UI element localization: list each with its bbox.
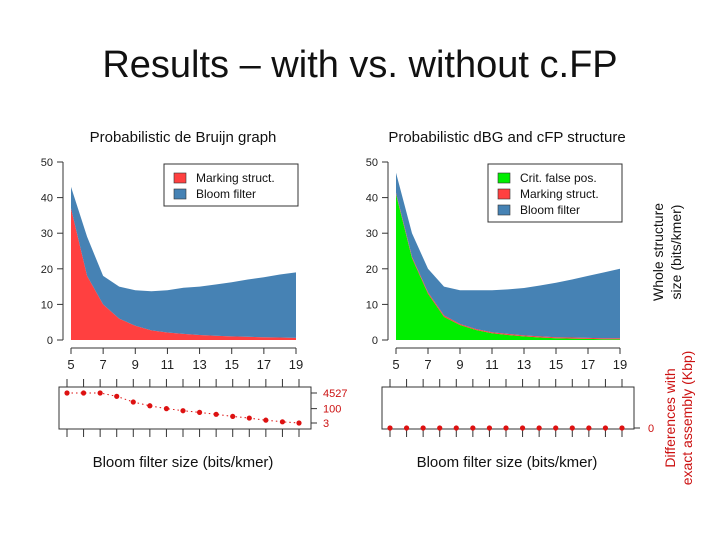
data-point-14	[296, 420, 302, 426]
x-tick-label-5: 15	[549, 357, 563, 372]
y-tick-label-4: 40	[366, 193, 378, 205]
legend-swatch-1	[497, 188, 511, 200]
panel-right-xlabel: Bloom filter size (bits/kmer)	[417, 454, 598, 471]
data-point-10	[553, 425, 559, 431]
panel-left-differences-chart: Bloom filter size (bits/kmer) 4527 100 3	[58, 379, 347, 471]
panel-right-area-chart: Probabilistic dBG and cFP structure 0 10 2…	[366, 129, 627, 372]
data-point-14	[619, 425, 625, 431]
data-point-12	[263, 417, 269, 423]
legend-label-2: Bloom filter	[520, 203, 580, 217]
x-tick-label-3: 11	[161, 357, 175, 372]
x-tick-label-7: 19	[613, 357, 627, 372]
slide-title: Results – with vs. without c.FP	[102, 44, 618, 86]
data-point-9	[213, 411, 219, 417]
data-point-13	[279, 419, 286, 425]
data-point-5	[147, 403, 153, 409]
legend-label-1: Bloom filter	[196, 187, 256, 201]
panel-right-title: Probabilistic dBG and cFP structure	[388, 129, 625, 146]
data-point-7	[503, 425, 509, 431]
data-point-3	[437, 425, 443, 431]
data-point-8	[519, 425, 526, 431]
y-tick-label-1: 100	[323, 404, 341, 416]
right-y-axis-title: Whole structure size (bits/kmer)	[650, 203, 684, 301]
bottom-y-axis-title-line2: exact assembly (Kbp)	[679, 351, 695, 486]
area-series-0	[71, 208, 296, 340]
y-tick-label-2: 3	[323, 418, 329, 430]
x-tick-label-2: 9	[456, 357, 463, 372]
y-tick-label-3: 30	[366, 228, 378, 240]
y-tick-label-1: 10	[366, 299, 378, 311]
plot-frame	[381, 386, 635, 430]
y-tick-label-4: 40	[41, 193, 53, 205]
y-tick-label-0: 0	[648, 423, 654, 435]
right-y-axis-title-line2: size (bits/kmer)	[668, 205, 684, 300]
x-tick-label-1: 7	[424, 357, 431, 372]
data-point-6	[163, 406, 170, 412]
area-series-2	[396, 172, 620, 339]
data-point-0	[64, 390, 70, 396]
y-tick-label-1: 10	[41, 299, 53, 311]
panel-left-area-chart: Probabilistic de Bruijn graph 0 10 20 30 40 5…	[41, 129, 303, 372]
data-point-11	[569, 425, 575, 431]
data-point-10	[230, 413, 236, 420]
data-point-2	[420, 425, 426, 431]
panel-left-title: Probabilistic de Bruijn graph	[90, 129, 277, 146]
x-tick-label-7: 19	[289, 357, 303, 372]
y-tick-label-5: 50	[366, 157, 378, 169]
y-tick-label-0: 4527	[323, 388, 347, 400]
legend-swatch-0	[173, 172, 187, 184]
area-series-0	[396, 194, 620, 340]
y-tick-label-3: 30	[41, 228, 53, 240]
data-point-0	[387, 425, 393, 431]
legend-label-1: Marking struct.	[520, 187, 599, 201]
data-point-6	[486, 425, 493, 431]
legend-label-0: Crit. false pos.	[520, 171, 597, 185]
x-tick-label-6: 17	[581, 357, 595, 372]
y-tick-label-2: 20	[41, 264, 53, 276]
legend-label-0: Marking struct.	[196, 171, 275, 185]
y-tick-label-0: 0	[47, 335, 53, 347]
data-point-12	[586, 425, 592, 431]
y-tick-label-2: 20	[366, 264, 378, 276]
legend-box	[487, 163, 623, 223]
area-series-1	[71, 186, 296, 338]
bottom-y-axis-title-line1: Differences with	[662, 368, 678, 467]
x-tick-label-4: 13	[192, 357, 206, 372]
bottom-y-axis-title: Differences with exact assembly (Kbp)	[662, 351, 695, 486]
data-point-4	[130, 399, 136, 405]
data-point-1	[80, 390, 87, 396]
legend: Crit. false pos. Marking struct. Bloom fil…	[487, 163, 623, 223]
x-tick-label-0: 5	[67, 357, 74, 372]
data-point-4	[453, 425, 459, 431]
data-point-3	[114, 393, 120, 399]
y-tick-label-0: 0	[372, 335, 378, 347]
data-point-5	[470, 425, 476, 431]
legend-swatch-0	[497, 172, 511, 184]
x-tick-label-2: 9	[132, 357, 139, 372]
x-tick-label-6: 17	[257, 357, 271, 372]
data-point-8	[196, 409, 203, 415]
panel-right-differences-chart: Bloom filter size (bits/kmer) 0	[381, 379, 654, 471]
right-y-axis-title-line1: Whole structure	[650, 203, 666, 301]
x-tick-label-0: 5	[392, 357, 399, 372]
legend-swatch-2	[497, 204, 511, 216]
legend-box	[163, 163, 299, 207]
x-tick-label-3: 11	[485, 357, 499, 372]
x-tick-label-4: 13	[517, 357, 531, 372]
data-point-13	[602, 425, 609, 431]
x-tick-label-5: 15	[224, 357, 238, 372]
data-point-7	[180, 408, 186, 414]
data-point-2	[97, 390, 103, 396]
y-tick-label-5: 50	[41, 157, 53, 169]
data-point-1	[403, 425, 410, 431]
panel-left-xlabel: Bloom filter size (bits/kmer)	[93, 454, 274, 471]
legend: Marking struct. Bloom filter	[163, 163, 299, 207]
legend-swatch-1	[173, 188, 187, 200]
plot-frame	[58, 386, 312, 430]
data-point-11	[246, 415, 252, 421]
data-point-9	[536, 425, 542, 431]
x-tick-label-1: 7	[100, 357, 107, 372]
